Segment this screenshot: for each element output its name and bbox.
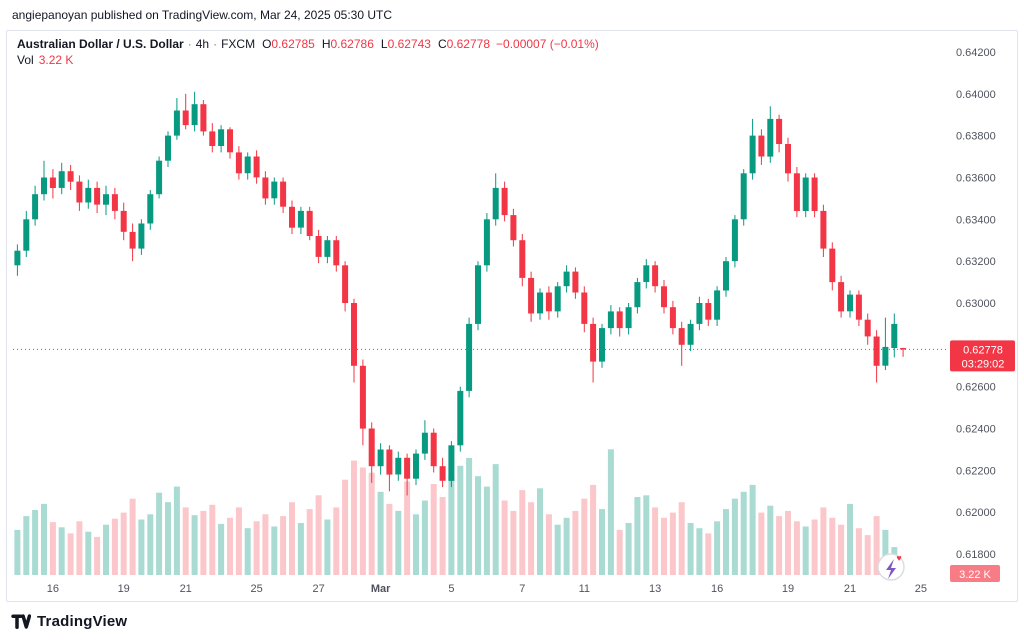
svg-text:21: 21 [844,583,856,595]
svg-text:03:29:02: 03:29:02 [962,358,1005,370]
svg-text:25: 25 [915,583,927,595]
symbol-title[interactable]: Australian Dollar / U.S. Dollar [17,37,184,51]
svg-text:19: 19 [118,583,130,595]
svg-text:19: 19 [782,583,794,595]
close-label: C [437,37,447,51]
svg-text:0.62778: 0.62778 [963,344,1003,356]
separator: · [187,37,192,51]
low-value: 0.62743 [387,37,431,51]
time-axis[interactable]: 16 19 21 25 27 Mar 5 7 11 13 16 19 21 25 [47,583,927,595]
candles[interactable] [14,91,907,496]
chart-panel: 0.64200 0.64000 0.63800 0.63600 0.63400 0.632… [6,30,1018,602]
svg-text:13: 13 [649,583,661,595]
svg-text:0.63600: 0.63600 [956,173,996,185]
svg-text:0.64200: 0.64200 [956,47,996,59]
svg-text:25: 25 [250,583,262,595]
svg-text:0.63400: 0.63400 [956,214,996,226]
svg-text:16: 16 [711,583,723,595]
svg-text:0.63000: 0.63000 [956,298,996,310]
svg-text:Mar: Mar [371,583,391,595]
svg-text:11: 11 [579,583,590,595]
svg-text:0.63200: 0.63200 [956,256,996,268]
svg-text:27: 27 [312,583,324,595]
exchange-label: FXCM [221,37,256,51]
footer: TradingView [10,608,127,634]
svg-text:0.62600: 0.62600 [956,382,996,394]
svg-text:0.62000: 0.62000 [956,507,996,519]
legend-volume-row: Vol 3.22 K [17,52,599,68]
candlestick-chart[interactable]: 0.64200 0.64000 0.63800 0.63600 0.63400 0.632… [7,31,1017,601]
interval-label[interactable]: 4h [195,37,210,51]
heart-icon: ♥ [896,553,901,563]
price-axis[interactable]: 0.64200 0.64000 0.63800 0.63600 0.63400 0.632… [956,47,996,561]
svg-text:3.22 K: 3.22 K [959,569,991,581]
low-label: L [380,37,388,51]
close-value: 0.62778 [446,37,491,51]
change-value: −0.00007 (−0.01%) [496,37,599,51]
chart-legend: Australian Dollar / U.S. Dollar · 4h · FXCM O… [17,36,599,68]
lightning-icon [886,559,896,579]
volume-label: Vol [17,53,34,67]
volume-badge: 3.22 K [950,565,1000,582]
separator: · [213,37,218,51]
brand-name[interactable]: TradingView [37,612,128,630]
volume-bars [14,449,898,575]
tradingview-logo[interactable] [10,611,31,632]
high-label: H [321,37,331,51]
svg-text:5: 5 [448,583,454,595]
svg-text:0.64000: 0.64000 [956,89,996,101]
svg-text:0.61800: 0.61800 [956,549,996,561]
svg-text:7: 7 [519,583,525,595]
legend-title-row: Australian Dollar / U.S. Dollar · 4h · FXCM O… [17,36,599,52]
svg-text:0.62400: 0.62400 [956,424,996,436]
svg-text:0.62200: 0.62200 [956,465,996,477]
volume-value: 3.22 K [38,53,74,67]
attribution-text: angiepanoyan published on TradingView.co… [12,8,393,22]
open-label: O [262,37,272,51]
last-price-badge: 0.62778 03:29:02 [950,340,1015,372]
svg-text:21: 21 [180,583,192,595]
open-value: 0.62785 [271,37,315,51]
attribution-bar: angiepanoyan published on TradingView.co… [0,0,1024,30]
high-value: 0.62786 [330,37,374,51]
svg-text:16: 16 [47,583,59,595]
reaction-button[interactable]: ♥ [877,553,905,581]
svg-text:0.63800: 0.63800 [956,131,996,143]
